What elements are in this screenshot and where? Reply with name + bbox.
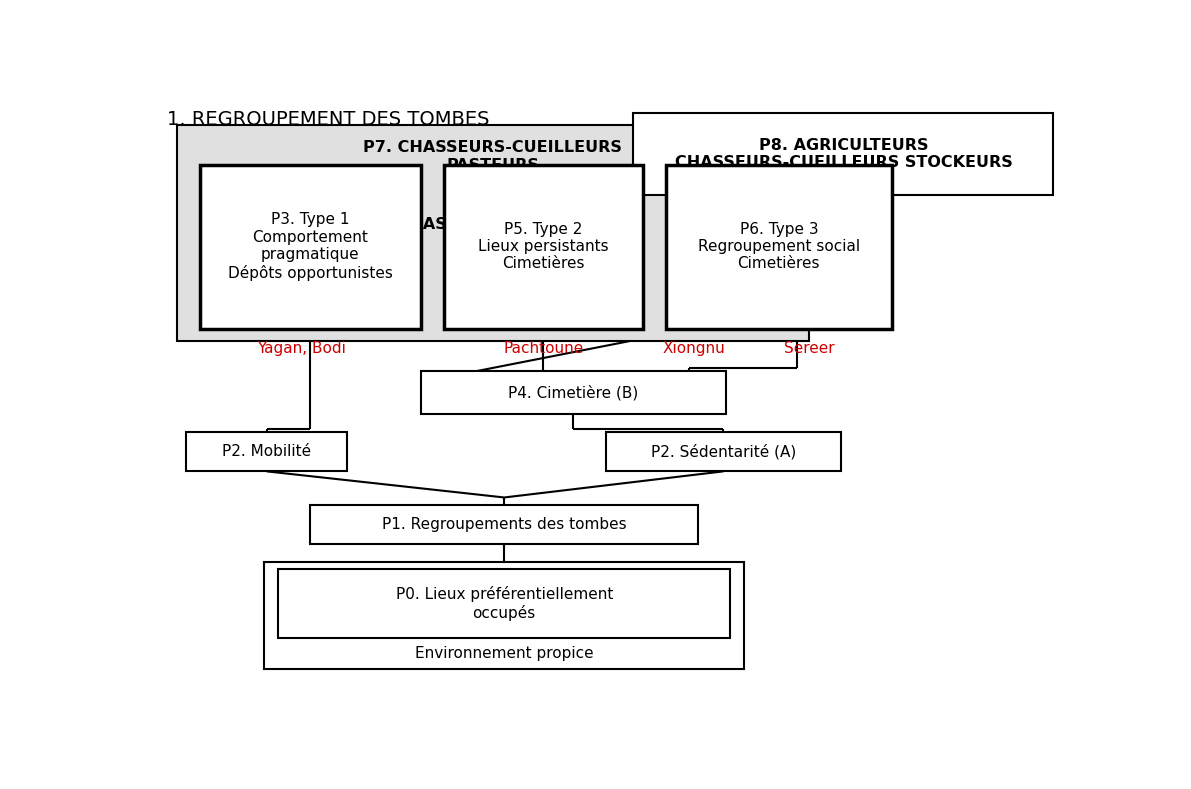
Text: Sereer: Sereer [784,341,834,356]
Text: P0. Lieux préférentiellement
occupés: P0. Lieux préférentiellement occupés [395,586,613,621]
FancyBboxPatch shape [264,563,744,669]
Text: P4. Cimetière (B): P4. Cimetière (B) [509,384,638,400]
Text: P8. AGRICULTEURS
CHASSEURS-CUEILLEURS STOCKEURS: P8. AGRICULTEURS CHASSEURS-CUEILLEURS ST… [674,138,1012,170]
Text: Environnement propice: Environnement propice [414,646,593,661]
Text: Pachtoune: Pachtoune [504,341,584,356]
FancyBboxPatch shape [311,505,698,544]
FancyBboxPatch shape [634,113,1053,195]
FancyBboxPatch shape [279,569,730,638]
Text: P5. Type 2
Lieux persistants
Cimetières: P5. Type 2 Lieux persistants Cimetières [478,222,609,271]
Text: P1. Regroupements des tombes: P1. Regroupements des tombes [382,517,626,532]
FancyBboxPatch shape [200,165,422,328]
Text: P6. Type 3
Regroupement social
Cimetières: P6. Type 3 Regroupement social Cimetière… [698,222,860,271]
FancyBboxPatch shape [606,432,841,471]
FancyBboxPatch shape [422,371,725,413]
Text: 1. REGROUPEMENT DES TOMBES: 1. REGROUPEMENT DES TOMBES [167,110,490,129]
Text: P7. CHASSEURS-CUEILLEURS
PASTEURS: P7. CHASSEURS-CUEILLEURS PASTEURS [363,140,622,173]
FancyBboxPatch shape [666,165,892,328]
Text: Xiongnu: Xiongnu [662,341,725,356]
Text: P2. Sédentarité (A): P2. Sédentarité (A) [650,444,796,459]
FancyBboxPatch shape [176,125,809,341]
FancyBboxPatch shape [186,432,348,471]
FancyBboxPatch shape [444,165,643,328]
Text: P2. Mobilité: P2. Mobilité [222,444,311,459]
Text: P7. CHASSEURS-CUEILLEURS
PASTEURS: P7. CHASSEURS-CUEILLEURS PASTEURS [363,217,622,249]
Text: Yagan, Bodi: Yagan, Bodi [257,341,345,356]
Text: P3. Type 1
Comportement
pragmatique
Dépôts opportunistes: P3. Type 1 Comportement pragmatique Dépô… [227,212,393,281]
